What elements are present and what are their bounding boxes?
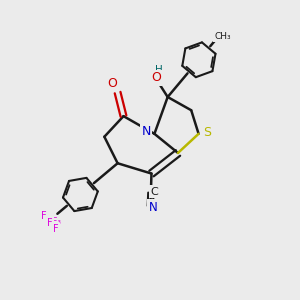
Text: O: O: [151, 71, 161, 84]
Text: F: F: [41, 211, 47, 221]
Text: N: N: [142, 125, 151, 138]
Text: O: O: [107, 77, 117, 90]
Text: CF₃: CF₃: [46, 217, 62, 226]
Text: N: N: [149, 201, 158, 214]
Text: F: F: [47, 218, 53, 228]
Text: S: S: [203, 126, 211, 139]
Text: H: H: [155, 65, 163, 76]
Text: C: C: [150, 187, 158, 197]
Text: CH₃: CH₃: [214, 32, 231, 41]
Text: F: F: [53, 224, 59, 234]
